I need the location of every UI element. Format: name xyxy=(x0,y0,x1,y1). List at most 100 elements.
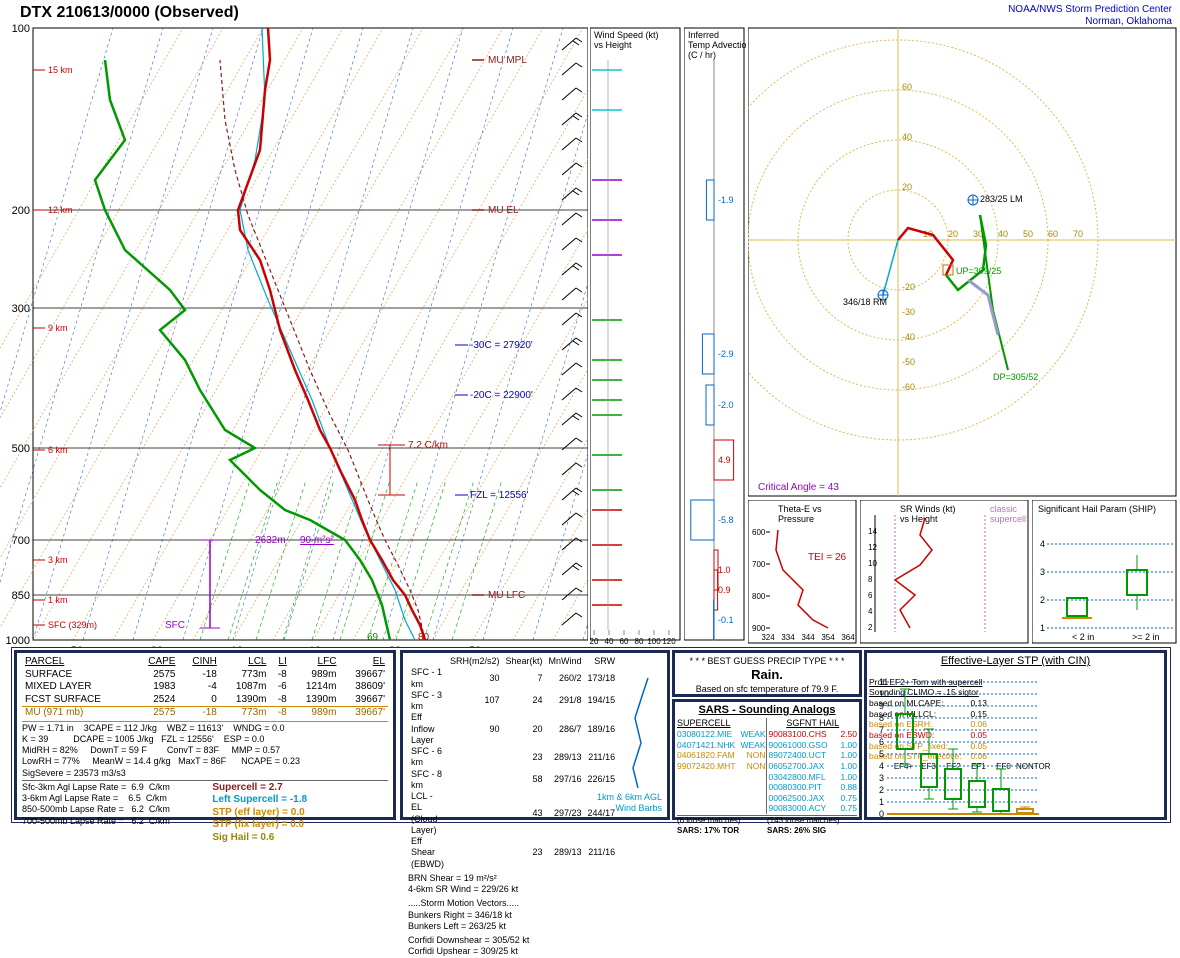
svg-text:< 2 in: < 2 in xyxy=(1072,632,1094,642)
svg-text:-20C = 22900': -20C = 22900' xyxy=(470,390,533,401)
svg-text:324: 324 xyxy=(761,633,775,642)
svg-text:10: 10 xyxy=(868,559,877,568)
svg-text:SR Winds (kt): SR Winds (kt) xyxy=(900,504,956,514)
svg-text:0: 0 xyxy=(879,809,884,819)
windspeed-profile: Wind Speed (kt) vs Height 20406080100120 xyxy=(590,0,682,650)
svg-text:vs Height: vs Height xyxy=(594,40,632,50)
svg-text:50: 50 xyxy=(1023,229,1033,239)
svg-text:>= 2 in: >= 2 in xyxy=(1132,632,1160,642)
svg-text:-2.0: -2.0 xyxy=(718,400,734,410)
svg-text:6: 6 xyxy=(868,591,873,600)
svg-text:4: 4 xyxy=(1040,539,1045,549)
svg-text:TEI = 26: TEI = 26 xyxy=(808,552,847,563)
svg-text:SFC: SFC xyxy=(165,620,185,631)
svg-text:2: 2 xyxy=(868,623,873,632)
svg-text:classic: classic xyxy=(990,504,1018,514)
svg-text:8: 8 xyxy=(879,713,884,723)
svg-text:69: 69 xyxy=(367,632,379,643)
svg-text:6: 6 xyxy=(879,737,884,747)
svg-text:80: 80 xyxy=(418,632,430,643)
svg-text:UP=309/25: UP=309/25 xyxy=(956,266,1001,276)
svg-text:-60: -60 xyxy=(902,382,915,392)
svg-text:346/18 RM: 346/18 RM xyxy=(843,297,887,307)
svg-text:Wind Speed (kt): Wind Speed (kt) xyxy=(594,30,659,40)
svg-text:100: 100 xyxy=(647,637,661,646)
svg-text:2: 2 xyxy=(879,785,884,795)
srwinds-panel: SR Winds (kt) vs Height classic supercel… xyxy=(860,500,1030,645)
svg-text:-5.8: -5.8 xyxy=(718,515,734,525)
svg-text:4: 4 xyxy=(868,607,873,616)
svg-text:80: 80 xyxy=(635,637,644,646)
svg-text:-30C = 27920': -30C = 27920' xyxy=(470,340,533,351)
svg-text:Significant Hail Param (SHIP): Significant Hail Param (SHIP) xyxy=(1038,504,1156,514)
svg-text:-0.1: -0.1 xyxy=(718,615,734,625)
svg-text:vs Height: vs Height xyxy=(900,514,938,524)
svg-text:3: 3 xyxy=(879,773,884,783)
svg-text:800: 800 xyxy=(752,592,766,601)
svg-text:850: 850 xyxy=(12,590,30,602)
temp-advection: Inferred Temp Advection (C / hr) -1.9-2.… xyxy=(684,0,746,650)
svg-text:9 km: 9 km xyxy=(48,323,68,333)
svg-text:600: 600 xyxy=(752,528,766,537)
svg-text:1: 1 xyxy=(879,797,884,807)
svg-text:364: 364 xyxy=(841,633,855,642)
svg-text:120: 120 xyxy=(662,637,676,646)
svg-text:MU EL: MU EL xyxy=(488,205,519,216)
stp-box: Effective-Layer STP (with CIN)0123456789… xyxy=(864,650,1167,820)
thetae-panel: Theta-E vs Pressure TEI = 26 60070080090… xyxy=(748,500,858,645)
svg-text:300: 300 xyxy=(12,303,30,315)
svg-text:6 km: 6 km xyxy=(48,445,68,455)
svg-text:0.9: 0.9 xyxy=(718,585,731,595)
svg-text:15 km: 15 km xyxy=(48,65,73,75)
svg-text:70: 70 xyxy=(1073,229,1083,239)
svg-text:11: 11 xyxy=(879,677,888,687)
svg-text:700: 700 xyxy=(12,535,30,547)
svg-text:283/25 LM: 283/25 LM xyxy=(980,194,1023,204)
ship-panel: Significant Hail Param (SHIP) < 2 in >= … xyxy=(1032,500,1178,645)
svg-text:1: 1 xyxy=(1040,623,1045,633)
svg-text:2632m: 2632m xyxy=(255,535,286,546)
svg-text:7.2 C/km: 7.2 C/km xyxy=(408,440,448,451)
svg-text:12: 12 xyxy=(868,543,877,552)
hodograph: Critical Angle = 43 10203040506070-60-50… xyxy=(748,0,1178,500)
svg-text:500: 500 xyxy=(12,443,30,455)
svg-text:40: 40 xyxy=(605,637,614,646)
svg-text:40: 40 xyxy=(902,132,912,142)
svg-text:8: 8 xyxy=(868,575,873,584)
svg-text:MU MPL: MU MPL xyxy=(488,55,527,66)
svg-text:-2.9: -2.9 xyxy=(718,349,734,359)
parcel-box: PARCELCAPECINHLCLLILFCELSURFACE2575-1877… xyxy=(14,650,396,820)
svg-text:20: 20 xyxy=(590,637,599,646)
svg-text:2: 2 xyxy=(1040,595,1045,605)
svg-text:4: 4 xyxy=(879,761,884,771)
svg-text:-1.9: -1.9 xyxy=(718,195,734,205)
svg-text:900: 900 xyxy=(752,624,766,633)
svg-text:12 km: 12 km xyxy=(48,205,73,215)
svg-text:1.0: 1.0 xyxy=(718,565,731,575)
svg-text:4.9: 4.9 xyxy=(718,455,731,465)
svg-text:90 m²s²: 90 m²s² xyxy=(300,535,335,546)
svg-text:7: 7 xyxy=(879,725,884,735)
svg-text:20: 20 xyxy=(948,229,958,239)
svg-text:334: 334 xyxy=(781,633,795,642)
svg-text:DP=305/52: DP=305/52 xyxy=(993,372,1038,382)
svg-text:-30: -30 xyxy=(902,307,915,317)
svg-text:Pressure: Pressure xyxy=(778,514,814,524)
svg-text:1000: 1000 xyxy=(6,635,30,647)
svg-text:(C / hr): (C / hr) xyxy=(688,50,716,60)
svg-text:-50: -50 xyxy=(902,357,915,367)
shear-box: SRH(m2/s2)Shear(kt)MnWindSRWSFC - 1 km30… xyxy=(400,650,670,820)
svg-text:-20: -20 xyxy=(902,282,915,292)
precip-box: * * * BEST GUESS PRECIP TYPE * * * Rain.… xyxy=(672,650,862,697)
svg-text:9: 9 xyxy=(879,701,884,711)
svg-text:Temp Advection: Temp Advection xyxy=(688,40,746,50)
svg-text:Theta-E vs: Theta-E vs xyxy=(778,504,822,514)
skewt-chart: 1002003005007008501000-50-30-1010305015 … xyxy=(0,0,588,650)
svg-text:60: 60 xyxy=(902,82,912,92)
svg-text:3: 3 xyxy=(1040,567,1045,577)
svg-text:354: 354 xyxy=(821,633,835,642)
svg-text:FZL = 12556': FZL = 12556' xyxy=(470,490,529,501)
svg-text:supercell: supercell xyxy=(990,514,1026,524)
svg-text:20: 20 xyxy=(902,182,912,192)
svg-text:200: 200 xyxy=(12,205,30,217)
